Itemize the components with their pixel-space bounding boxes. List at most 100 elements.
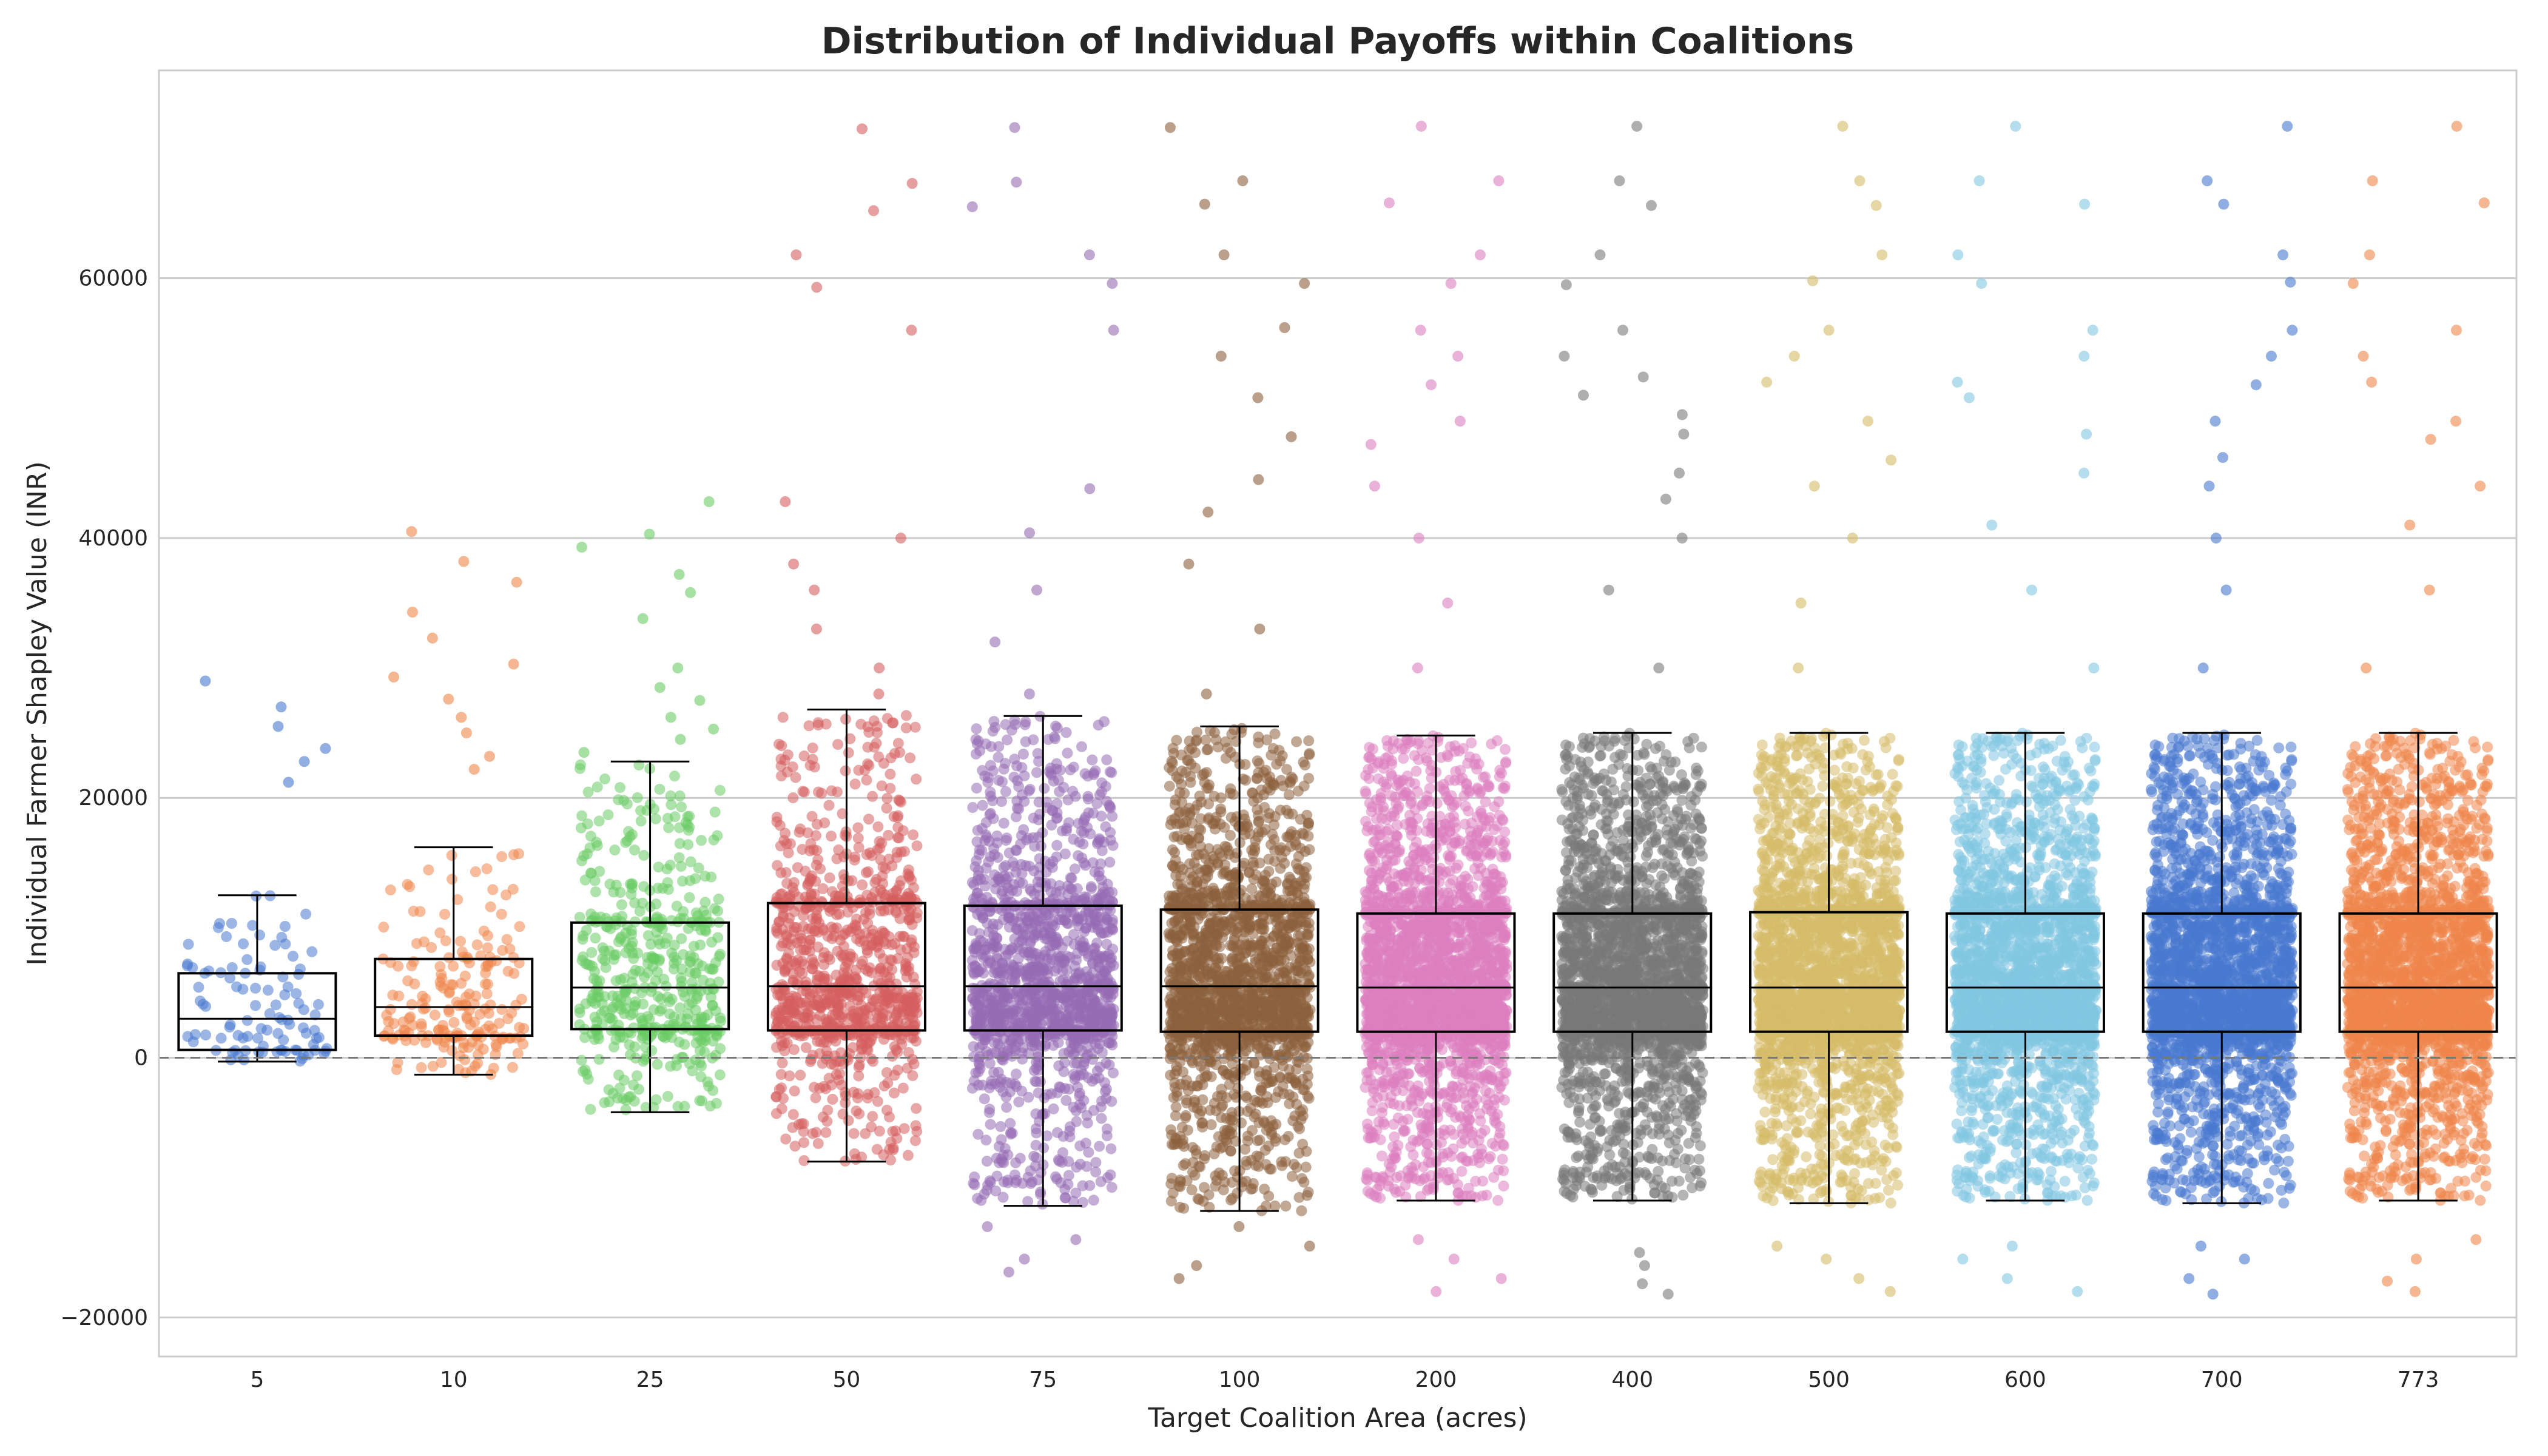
strip-point	[849, 1008, 860, 1019]
strip-point	[387, 989, 398, 1000]
strip-point	[1061, 826, 1072, 837]
strip-point	[402, 976, 413, 986]
strip-point	[979, 1032, 989, 1043]
strip-point	[628, 953, 639, 964]
strip-point	[993, 982, 1004, 993]
strip-point	[994, 1015, 1005, 1026]
strip-point	[853, 833, 864, 844]
strip-point	[1183, 755, 1194, 766]
strip-point	[1239, 926, 1250, 937]
strip-point	[1285, 950, 1296, 961]
strip-point	[1068, 762, 1079, 773]
strip-point	[902, 972, 912, 983]
strip-point	[649, 1004, 659, 1015]
strip-point	[491, 956, 502, 966]
strip-point	[629, 844, 640, 855]
strip-point	[300, 909, 311, 920]
strip-point	[443, 1006, 454, 1017]
strip-point	[985, 787, 996, 798]
strip-point	[783, 1016, 794, 1026]
strip-point	[298, 1004, 309, 1015]
strip-point	[1170, 1110, 1181, 1121]
strip-point	[893, 738, 904, 749]
strip-point	[715, 1043, 726, 1054]
strip-point	[881, 1010, 892, 1021]
strip-point	[448, 961, 459, 972]
strip-point	[626, 941, 637, 952]
strip-point	[883, 830, 894, 841]
strip-point	[1016, 911, 1027, 922]
strip-point	[699, 1012, 710, 1023]
strip-point	[594, 1054, 605, 1065]
strip-point	[851, 974, 862, 985]
strip-point	[485, 902, 496, 912]
strip-point	[1108, 1068, 1119, 1079]
outlier-point	[458, 556, 469, 567]
strip-point	[1231, 942, 1242, 952]
strip-point	[613, 1070, 624, 1080]
strip-point	[647, 952, 658, 963]
strip-point	[996, 796, 1007, 807]
strip-point	[1102, 1130, 1113, 1141]
strip-point	[1107, 811, 1117, 822]
strip-point	[423, 864, 434, 875]
strip-point	[1240, 1091, 1251, 1102]
strip-point	[1088, 1195, 1099, 1205]
strip-point	[455, 936, 466, 947]
strip-point	[827, 1094, 838, 1105]
strip-point	[1063, 1156, 1074, 1167]
strip-point	[473, 1040, 484, 1051]
strip-point	[898, 1083, 909, 1094]
strip-point	[1101, 796, 1112, 807]
outlier-point	[1011, 177, 1022, 187]
strip-point	[263, 985, 274, 996]
strip-point	[1265, 785, 1276, 796]
strip-point	[1097, 952, 1108, 963]
strip-point	[271, 1046, 282, 1057]
strip-point	[418, 1003, 429, 1014]
strip-point	[1013, 953, 1024, 964]
strip-point	[857, 880, 868, 891]
outlier-point	[443, 693, 454, 704]
strip-point	[808, 957, 819, 968]
strip-point	[576, 1055, 587, 1066]
strip-point	[224, 1022, 235, 1033]
outlier-point	[299, 756, 310, 767]
strip-point	[627, 878, 638, 889]
strip-point	[653, 861, 664, 872]
outlier-point	[276, 701, 287, 712]
strip-point	[578, 931, 588, 942]
strip-point	[1301, 1162, 1312, 1173]
outlier-point	[674, 569, 685, 580]
strip-point	[1075, 1159, 1086, 1170]
strip-point	[1037, 1001, 1048, 1012]
strip-point	[813, 1138, 824, 1149]
strip-point	[632, 1070, 642, 1081]
outlier-point	[427, 633, 438, 644]
strip-point	[187, 962, 198, 973]
strip-point	[610, 949, 621, 960]
strip-point	[583, 787, 594, 798]
strip-point	[447, 874, 457, 885]
strip-point	[676, 933, 687, 944]
strip-point	[712, 932, 723, 943]
strip-point	[1084, 1018, 1094, 1029]
strip-point	[238, 939, 249, 949]
strip-point	[1011, 844, 1022, 855]
strip-point	[826, 786, 837, 797]
strip-point	[699, 1046, 710, 1057]
strip-point	[1303, 735, 1314, 746]
strip-point	[1053, 1154, 1064, 1165]
strip-point	[1070, 972, 1081, 983]
strip-point	[502, 934, 513, 945]
strip-point	[1040, 1041, 1051, 1052]
strip-point	[715, 1070, 726, 1080]
outlier-point	[790, 249, 801, 260]
strip-point	[1011, 1068, 1022, 1079]
strip-point	[863, 866, 874, 877]
strip-point	[1280, 846, 1291, 857]
strip-point	[1093, 720, 1104, 730]
strip-point	[420, 1037, 431, 1048]
strip-point	[695, 1071, 706, 1082]
strip-point	[583, 1074, 594, 1085]
